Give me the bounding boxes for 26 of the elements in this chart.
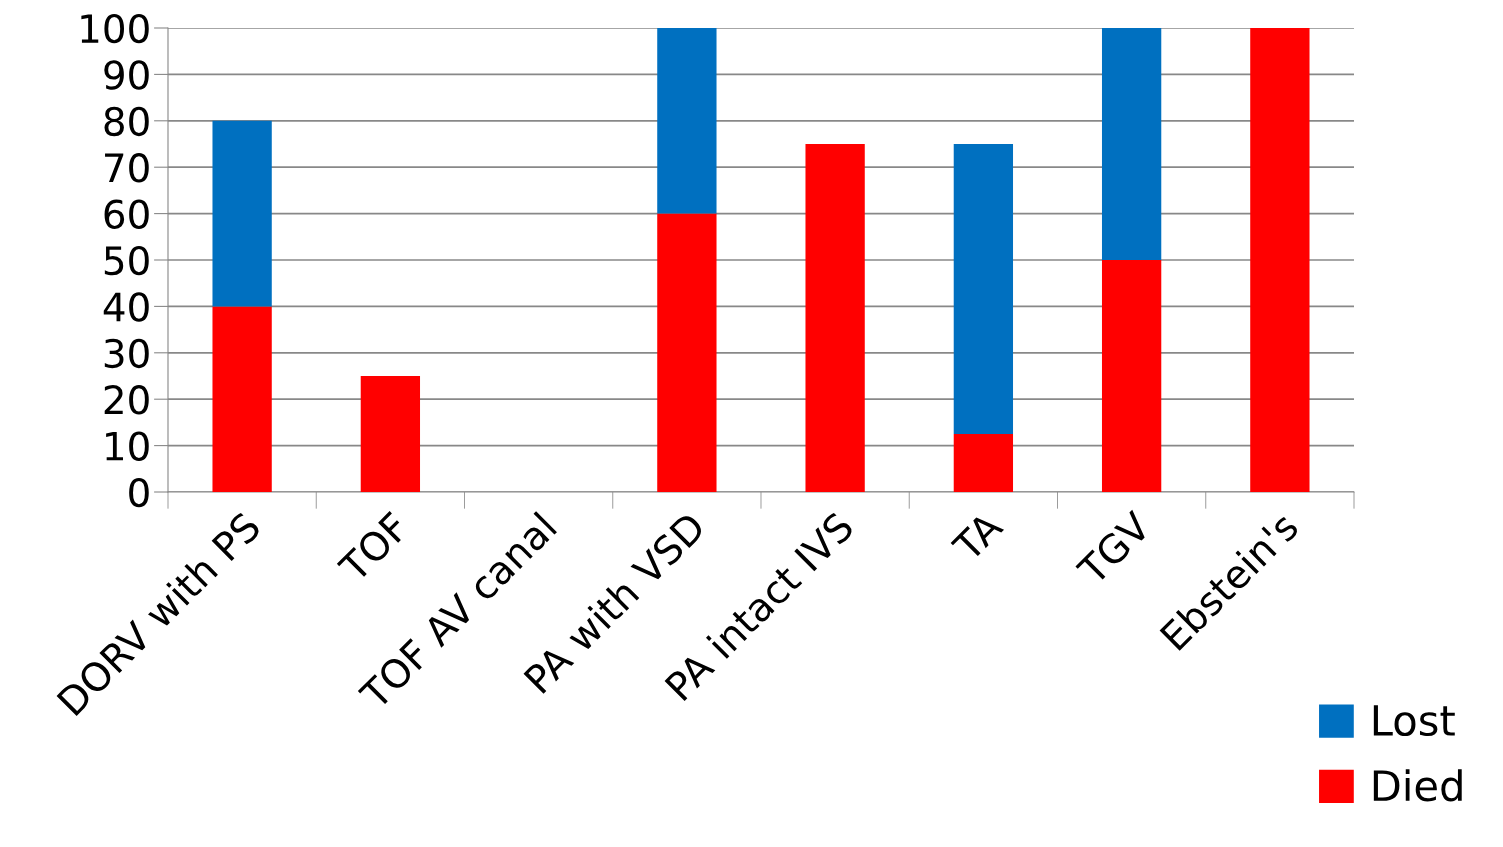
bar <box>1250 28 1310 492</box>
bar <box>657 213 717 492</box>
y-tick-label: 80 <box>104 106 149 137</box>
bar <box>212 120 272 307</box>
y-tick-label: 50 <box>104 245 149 276</box>
y-tick-label: 90 <box>104 60 149 90</box>
y-tick-label: 10 <box>106 431 149 461</box>
y-tick-label: 30 <box>104 338 149 369</box>
y-tick-label: 20 <box>104 385 149 415</box>
legend-label: Lost <box>1373 705 1455 737</box>
bar <box>1101 260 1162 492</box>
y-tick-label: 100 <box>81 13 149 44</box>
bar <box>1101 28 1162 260</box>
bar <box>805 144 865 492</box>
bar <box>953 434 1014 492</box>
y-tick-label: 60 <box>104 199 149 229</box>
x-tick-label: TA <box>950 509 1005 564</box>
y-tick-label: 0 <box>129 477 149 508</box>
bar <box>657 28 717 214</box>
bar <box>212 306 272 492</box>
y-tick-label: 70 <box>105 153 149 183</box>
y-tick-label: 40 <box>103 292 149 322</box>
bar <box>953 144 1014 434</box>
bar <box>360 376 421 492</box>
legend-label: Died <box>1373 769 1462 802</box>
x-tick-label: TOF <box>336 510 411 585</box>
